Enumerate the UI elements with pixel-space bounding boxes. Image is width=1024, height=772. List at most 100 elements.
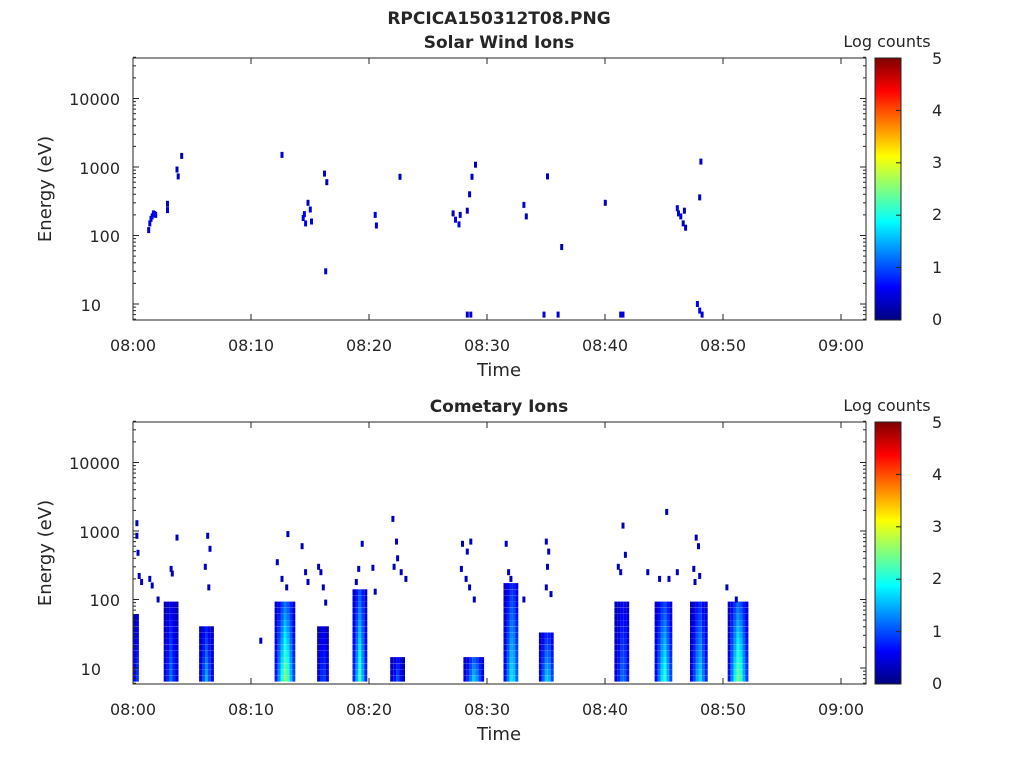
heatmap-cell bbox=[475, 669, 479, 676]
heatmap-cell bbox=[321, 584, 325, 591]
heatmap-cell bbox=[614, 657, 618, 664]
heatmap-cell bbox=[547, 669, 551, 676]
heatmap-cell bbox=[364, 620, 368, 627]
heatmap-cell bbox=[286, 638, 290, 645]
heatmap-cell bbox=[730, 644, 734, 651]
heatmap-cell bbox=[472, 596, 476, 603]
heatmap-cell bbox=[621, 522, 625, 529]
heatmap-cell bbox=[364, 601, 368, 608]
heatmap-cell bbox=[317, 632, 321, 639]
heatmap-cell bbox=[205, 632, 208, 639]
heatmap-cell bbox=[509, 575, 513, 582]
heatmap-cell bbox=[506, 663, 510, 670]
heatmap-cell bbox=[390, 663, 394, 670]
heatmap-cell bbox=[289, 663, 293, 670]
heatmap-cell bbox=[364, 589, 368, 596]
heatmap-cell bbox=[166, 663, 170, 670]
heatmap-cell bbox=[733, 632, 737, 639]
panel-title-solar-wind: Solar Wind Ions bbox=[424, 33, 575, 53]
heatmap-cell bbox=[690, 651, 693, 657]
heatmap-cell bbox=[133, 651, 136, 657]
heatmap-cell bbox=[274, 675, 278, 682]
heatmap-cell bbox=[399, 675, 403, 682]
heatmap-cell bbox=[280, 614, 284, 620]
heatmap-cell bbox=[541, 644, 545, 651]
heatmap-cell bbox=[742, 651, 746, 657]
heatmap-cell bbox=[704, 632, 708, 639]
y-axis-label: Energy (eV) bbox=[35, 500, 56, 606]
heatmap-cell bbox=[745, 644, 749, 651]
heatmap-cell bbox=[317, 657, 321, 664]
heatmap-cell bbox=[361, 651, 365, 657]
heatmap-cell bbox=[373, 211, 377, 218]
heatmap-cell bbox=[352, 589, 356, 596]
heatmap-cell bbox=[704, 614, 708, 620]
heatmap-cell bbox=[503, 601, 507, 608]
heatmap-cell bbox=[402, 669, 405, 676]
heatmap-cell bbox=[698, 644, 702, 651]
heatmap-cell bbox=[364, 675, 368, 682]
heatmap-cell bbox=[654, 669, 658, 676]
heatmap-cell bbox=[617, 638, 621, 645]
heatmap-cell bbox=[690, 669, 693, 676]
colorbar-tick-5: 5 bbox=[932, 49, 942, 68]
heatmap-cell bbox=[358, 663, 362, 670]
heatmap-cell bbox=[202, 638, 205, 645]
heatmap-cell bbox=[466, 675, 470, 682]
heatmap-cell bbox=[352, 669, 356, 676]
heatmap-cell bbox=[364, 607, 368, 614]
heatmap-cell bbox=[172, 632, 176, 639]
heatmap-cell bbox=[538, 644, 542, 651]
heatmap-cell bbox=[515, 589, 519, 596]
y-axis-label: Energy (eV) bbox=[35, 136, 56, 242]
heatmap-cell bbox=[208, 545, 212, 552]
heatmap-cell bbox=[169, 607, 173, 614]
heatmap-cell bbox=[663, 601, 667, 608]
heatmap-cell bbox=[355, 651, 359, 657]
heatmap-cell bbox=[614, 663, 618, 670]
heatmap-cell bbox=[451, 210, 455, 217]
heatmap-cell bbox=[614, 669, 618, 676]
heatmap-cell bbox=[745, 601, 749, 608]
heatmap-cell bbox=[509, 620, 513, 627]
heatmap-cell bbox=[701, 663, 705, 670]
heatmap-cell bbox=[698, 626, 702, 633]
heatmap-cell bbox=[745, 675, 749, 682]
heatmap-cell bbox=[730, 607, 734, 614]
heatmap-cell bbox=[133, 620, 136, 627]
heatmap-cell bbox=[210, 638, 214, 645]
heatmap-cell bbox=[320, 644, 323, 651]
heatmap-cell bbox=[541, 669, 545, 676]
heatmap-cell bbox=[700, 311, 704, 318]
heatmap-cell bbox=[512, 583, 516, 590]
heatmap-cell bbox=[169, 657, 173, 664]
colorbar-tick-0: 0 bbox=[932, 310, 942, 329]
heatmap-cell bbox=[202, 675, 205, 682]
heatmap-cell bbox=[172, 644, 176, 651]
heatmap-cell bbox=[617, 675, 621, 682]
heatmap-cell bbox=[364, 614, 368, 620]
heatmap-cell bbox=[166, 632, 170, 639]
heatmap-cell bbox=[355, 632, 359, 639]
heatmap-cell bbox=[135, 532, 139, 539]
heatmap-cell bbox=[172, 663, 176, 670]
heatmap-cell bbox=[280, 607, 284, 614]
heatmap-cell bbox=[663, 620, 667, 627]
heatmap-cell bbox=[669, 651, 673, 657]
colorbar bbox=[874, 421, 902, 685]
heatmap-cell bbox=[546, 563, 549, 570]
heatmap-cell bbox=[169, 675, 173, 682]
heatmap-cell bbox=[199, 675, 203, 682]
heatmap-cell bbox=[396, 657, 400, 664]
heatmap-cell bbox=[396, 675, 400, 682]
heatmap-cell bbox=[361, 657, 365, 664]
heatmap-cell bbox=[172, 601, 176, 608]
heatmap-cell bbox=[259, 637, 263, 644]
y-tick-label-100: 100 bbox=[89, 227, 120, 246]
heatmap-cell bbox=[614, 614, 618, 620]
heatmap-cell bbox=[320, 663, 323, 670]
heatmap-cell bbox=[135, 520, 139, 527]
heatmap-cell bbox=[730, 626, 734, 633]
heatmap-cell bbox=[736, 601, 740, 608]
heatmap-cell bbox=[292, 607, 296, 614]
